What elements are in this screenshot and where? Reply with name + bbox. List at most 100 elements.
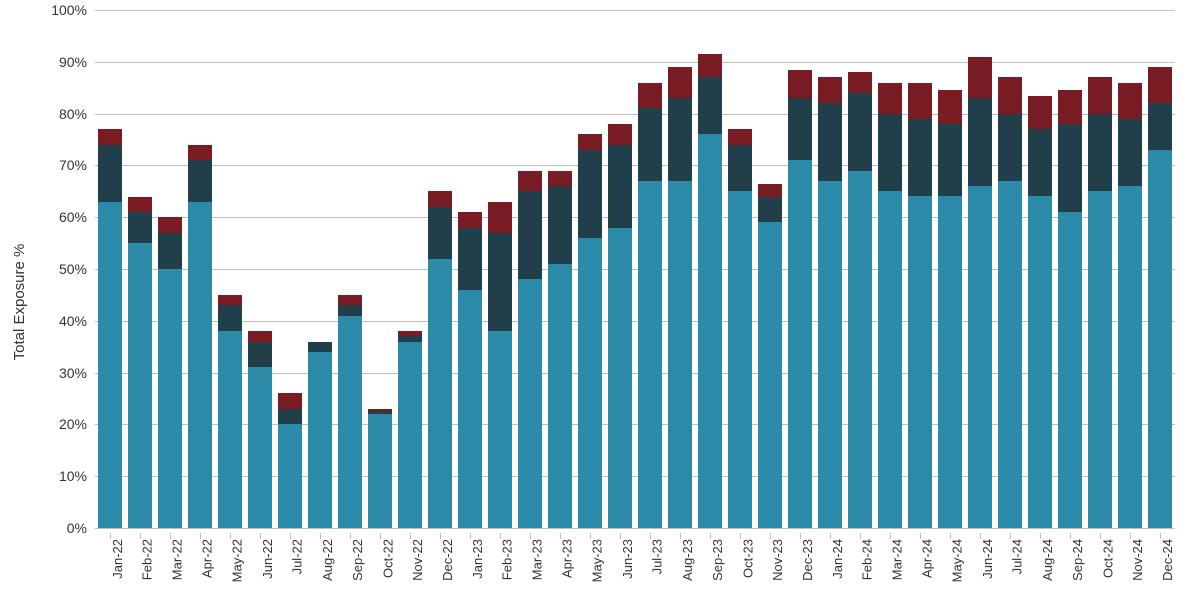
bar-segment <box>518 279 543 528</box>
bar-segment <box>668 181 693 528</box>
bar-segment <box>938 196 963 528</box>
bar-segment <box>698 54 723 77</box>
y-axis-title: Total Exposure % <box>11 243 28 360</box>
bar-segment <box>728 145 753 192</box>
bar-segment <box>488 233 513 331</box>
y-tick-label: 10% <box>59 468 87 484</box>
bar-segment <box>458 290 483 528</box>
bar <box>398 10 423 528</box>
bar-segment <box>278 424 303 528</box>
bar <box>278 10 303 528</box>
bar-segment <box>338 305 363 315</box>
bar-segment <box>998 181 1023 528</box>
bar-segment <box>758 222 783 528</box>
bar-segment <box>548 264 573 528</box>
bar-segment <box>1148 103 1173 150</box>
bar-segment <box>848 72 873 93</box>
bar-segment <box>578 238 603 528</box>
bar-segment <box>728 129 753 145</box>
bar-segment <box>458 212 483 228</box>
bar-segment <box>878 114 903 192</box>
bar-segment <box>278 393 303 409</box>
bar-segment <box>878 191 903 528</box>
bar-segment <box>848 171 873 528</box>
bar-segment <box>668 67 693 98</box>
y-tick-label: 30% <box>59 365 87 381</box>
bar-segment <box>968 57 993 98</box>
bar-segment <box>968 98 993 186</box>
bar-segment <box>1088 114 1113 192</box>
y-tick-label: 50% <box>59 261 87 277</box>
bar-segment <box>158 233 183 269</box>
bar-segment <box>458 228 483 290</box>
bar-segment <box>368 414 393 528</box>
y-tick-label: 80% <box>59 106 87 122</box>
bar-segment <box>1028 96 1053 130</box>
bar <box>248 10 273 528</box>
bar <box>158 10 183 528</box>
bar-segment <box>638 181 663 528</box>
bar <box>728 10 753 528</box>
bar <box>578 10 603 528</box>
bar-segment <box>608 228 633 528</box>
exposure-bar-chart: Total Exposure % 0%10%20%30%40%50%60%70%… <box>0 0 1200 603</box>
bar-segment <box>668 98 693 181</box>
bar <box>968 10 993 528</box>
bar <box>188 10 213 528</box>
bar-segment <box>758 197 783 223</box>
bar-segment <box>818 77 843 103</box>
bar <box>218 10 243 528</box>
bar-segment <box>218 295 243 305</box>
bar <box>848 10 873 528</box>
x-axis-labels: Jan-22Feb-22Mar-22Apr-22May-22Jun-22Jul-… <box>95 533 1175 603</box>
bar <box>518 10 543 528</box>
bar-segment <box>248 342 273 368</box>
bar-segment <box>548 186 573 264</box>
bar-segment <box>758 184 783 197</box>
y-tick-label: 90% <box>59 54 87 70</box>
bar-segment <box>158 269 183 528</box>
bar-segment <box>518 171 543 192</box>
bar <box>1118 10 1143 528</box>
bar-segment <box>398 342 423 528</box>
bar-segment <box>248 367 273 528</box>
bar-segment <box>578 150 603 238</box>
bar-segment <box>188 160 213 201</box>
y-tick-label: 60% <box>59 209 87 225</box>
bar-segment <box>608 145 633 228</box>
bar-segment <box>1118 186 1143 528</box>
bar-segment <box>428 259 453 528</box>
bar-segment <box>638 83 663 109</box>
bar <box>698 10 723 528</box>
bar-segment <box>218 331 243 528</box>
bar-segment <box>788 70 813 98</box>
bars-container <box>95 10 1175 528</box>
y-tick-label: 40% <box>59 313 87 329</box>
bar <box>998 10 1023 528</box>
bar-segment <box>638 108 663 181</box>
bar-segment <box>698 77 723 134</box>
bar-segment <box>188 202 213 528</box>
bar-segment <box>1148 150 1173 528</box>
y-tick-label: 0% <box>67 520 87 536</box>
bar-segment <box>788 98 813 160</box>
bar-segment <box>728 191 753 528</box>
bar-segment <box>128 197 153 213</box>
bar <box>908 10 933 528</box>
bar <box>938 10 963 528</box>
bar <box>1088 10 1113 528</box>
bar-segment <box>428 207 453 259</box>
bar-segment <box>998 114 1023 181</box>
bar-segment <box>1148 67 1173 103</box>
bar <box>98 10 123 528</box>
grid-line <box>95 528 1175 529</box>
bar <box>368 10 393 528</box>
bar-segment <box>98 202 123 528</box>
bar-segment <box>878 83 903 114</box>
bar-segment <box>248 331 273 341</box>
bar <box>638 10 663 528</box>
bar-segment <box>1028 129 1053 196</box>
bar-segment <box>98 129 123 145</box>
plot-area: 0%10%20%30%40%50%60%70%80%90%100% <box>95 10 1175 528</box>
bar-segment <box>518 191 543 279</box>
